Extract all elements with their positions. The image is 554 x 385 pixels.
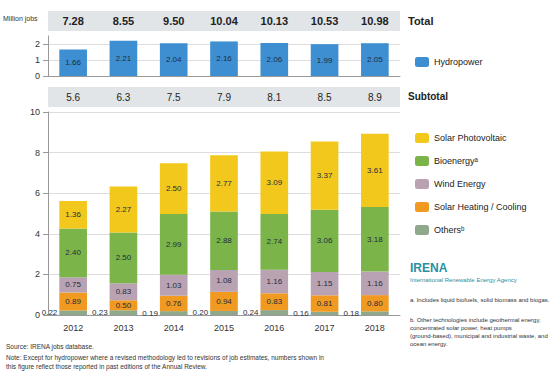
- svg-text:IRENA: IRENA: [410, 261, 448, 275]
- svg-text:2.21: 2.21: [116, 54, 132, 63]
- svg-text:2016: 2016: [264, 323, 284, 333]
- svg-text:0.22: 0.22: [42, 308, 58, 317]
- svg-text:Solar Heating / Cooling: Solar Heating / Cooling: [434, 202, 527, 212]
- svg-text:0.50: 0.50: [116, 301, 132, 310]
- svg-text:0.24: 0.24: [243, 308, 259, 317]
- svg-text:3.61: 3.61: [367, 166, 383, 175]
- svg-text:0.83: 0.83: [116, 287, 132, 296]
- svg-text:2.50: 2.50: [166, 184, 182, 193]
- svg-text:3.18: 3.18: [367, 235, 383, 244]
- svg-text:1.16: 1.16: [367, 279, 383, 288]
- svg-text:Hydropower: Hydropower: [434, 57, 483, 67]
- svg-text:0.83: 0.83: [266, 297, 282, 306]
- svg-text:10.98: 10.98: [361, 15, 389, 27]
- svg-text:7.9: 7.9: [217, 92, 231, 103]
- svg-text:10.53: 10.53: [311, 15, 339, 27]
- svg-text:8.5: 8.5: [318, 92, 332, 103]
- svg-text:Othersᵇ: Othersᵇ: [434, 225, 465, 235]
- svg-text:Bioenergyᵃ: Bioenergyᵃ: [434, 156, 479, 166]
- svg-text:2013: 2013: [113, 323, 133, 333]
- svg-text:2.06: 2.06: [266, 55, 282, 64]
- svg-text:8.1: 8.1: [267, 92, 281, 103]
- svg-text:2018: 2018: [365, 323, 385, 333]
- svg-text:(ground-based), municipal and: (ground-based), municipal and industrial…: [410, 333, 549, 339]
- svg-text:Wind Energy: Wind Energy: [434, 179, 486, 189]
- svg-text:8: 8: [35, 148, 40, 158]
- svg-text:2015: 2015: [214, 323, 234, 333]
- svg-text:0.81: 0.81: [317, 299, 333, 308]
- svg-text:6: 6: [35, 188, 40, 198]
- svg-text:2.27: 2.27: [116, 205, 132, 214]
- svg-text:2014: 2014: [164, 323, 184, 333]
- svg-text:2.40: 2.40: [65, 248, 81, 257]
- svg-text:a. Includes liquid biofuels, s: a. Includes liquid biofuels, solid bioma…: [410, 297, 550, 303]
- svg-text:0.16: 0.16: [293, 309, 309, 318]
- svg-text:Subtotal: Subtotal: [408, 91, 448, 102]
- svg-text:Total: Total: [408, 15, 433, 27]
- svg-text:1.03: 1.03: [166, 281, 182, 290]
- svg-text:Million jobs: Million jobs: [3, 15, 38, 23]
- svg-text:Solar Photovoltaic: Solar Photovoltaic: [434, 133, 507, 143]
- svg-text:0.80: 0.80: [367, 299, 383, 308]
- svg-text:0.23: 0.23: [92, 308, 108, 317]
- svg-text:2.05: 2.05: [367, 55, 383, 64]
- svg-text:1: 1: [35, 55, 40, 65]
- svg-text:0: 0: [35, 71, 40, 81]
- svg-text:1.16: 1.16: [266, 277, 282, 286]
- svg-text:7.5: 7.5: [167, 92, 181, 103]
- svg-text:3.09: 3.09: [266, 178, 282, 187]
- svg-text:2012: 2012: [63, 323, 83, 333]
- svg-text:1.99: 1.99: [317, 56, 333, 65]
- svg-text:this figure reflect those repo: this figure reflect those reported in pa…: [6, 363, 207, 371]
- svg-text:0.76: 0.76: [166, 299, 182, 308]
- svg-text:ocean energy.: ocean energy.: [410, 341, 448, 347]
- svg-text:4: 4: [35, 229, 40, 239]
- svg-text:0.20: 0.20: [193, 308, 209, 317]
- svg-text:2.74: 2.74: [266, 237, 282, 246]
- svg-text:2.77: 2.77: [216, 179, 232, 188]
- svg-text:9.50: 9.50: [163, 15, 184, 27]
- svg-text:2017: 2017: [315, 323, 335, 333]
- svg-text:10.13: 10.13: [261, 15, 289, 27]
- svg-text:0: 0: [35, 310, 40, 320]
- svg-text:0.75: 0.75: [65, 280, 81, 289]
- svg-text:2.99: 2.99: [166, 240, 182, 249]
- svg-text:5.6: 5.6: [66, 92, 80, 103]
- svg-text:Note: Except for hydropower wh: Note: Except for hydropower where a revi…: [6, 354, 326, 362]
- svg-text:International Renewable Energy: International Renewable Energy Agency: [410, 277, 517, 283]
- svg-text:0.89: 0.89: [65, 297, 81, 306]
- svg-text:2.16: 2.16: [216, 54, 232, 63]
- svg-text:0.94: 0.94: [216, 297, 232, 306]
- svg-text:1.36: 1.36: [65, 210, 81, 219]
- svg-text:2: 2: [35, 269, 40, 279]
- svg-text:1.66: 1.66: [65, 58, 81, 67]
- svg-text:2.88: 2.88: [216, 236, 232, 245]
- svg-text:2.04: 2.04: [166, 55, 182, 64]
- svg-text:Source: IRENA jobs database.: Source: IRENA jobs database.: [6, 343, 94, 351]
- svg-text:8.55: 8.55: [113, 15, 134, 27]
- svg-text:1.08: 1.08: [216, 276, 232, 285]
- svg-text:10: 10: [30, 107, 40, 117]
- svg-text:10.04: 10.04: [210, 15, 238, 27]
- svg-text:1.15: 1.15: [317, 279, 333, 288]
- svg-text:3.06: 3.06: [317, 236, 333, 245]
- svg-text:b. Other technologies include: b. Other technologies include geothermal…: [410, 317, 542, 323]
- svg-text:0.18: 0.18: [343, 309, 359, 318]
- svg-text:3.37: 3.37: [317, 171, 333, 180]
- svg-text:2: 2: [35, 39, 40, 49]
- svg-text:8.9: 8.9: [368, 92, 382, 103]
- svg-text:concentrated solar power, heat: concentrated solar power, heat pumps: [410, 325, 513, 331]
- svg-text:0.19: 0.19: [142, 309, 158, 318]
- svg-text:6.3: 6.3: [116, 92, 130, 103]
- svg-text:2.50: 2.50: [116, 253, 132, 262]
- svg-text:7.28: 7.28: [62, 15, 83, 27]
